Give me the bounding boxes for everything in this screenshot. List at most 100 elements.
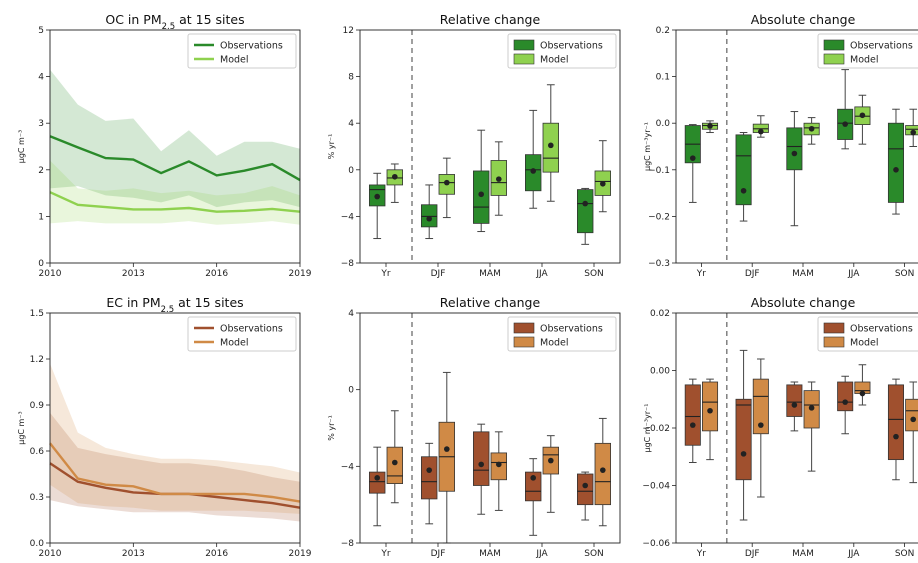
axes-frame — [49, 29, 301, 264]
y-tick-label: 0.9 — [30, 401, 45, 411]
box-iqr — [577, 473, 594, 506]
legend-swatch — [513, 53, 535, 65]
y-tick-label: 12 — [343, 26, 354, 36]
y-axis-label: % yr⁻¹ — [327, 415, 336, 441]
box-mean-marker — [910, 416, 917, 423]
legend-label: Model — [220, 338, 249, 349]
legend-swatch — [513, 39, 535, 51]
box-iqr — [887, 384, 904, 461]
y-axis-label: μgC m⁻³ — [17, 130, 26, 164]
y-tick-label: −8 — [341, 539, 355, 549]
series-line — [49, 135, 301, 182]
axes-frame — [675, 29, 918, 264]
x-tick-label: MAM — [792, 269, 814, 279]
legend-label: Observations — [220, 324, 283, 335]
legend-swatch — [823, 322, 845, 334]
box-mean-marker — [582, 200, 588, 207]
y-tick-label: −0.04 — [642, 482, 670, 492]
series-range-band — [50, 69, 300, 208]
box-mean-marker — [582, 482, 588, 489]
y-tick-label: 0.0 — [30, 539, 45, 549]
box-mean-marker — [842, 121, 848, 127]
box-mean-marker — [426, 467, 433, 473]
x-tick-label: DJF — [431, 269, 446, 279]
box-mean-marker — [808, 405, 815, 411]
x-tick-label: DJF — [745, 549, 760, 559]
box-mean-marker — [444, 446, 450, 452]
panel-ec-trend: EC in PM2.5 at 15 sites μgC m⁻³ 0.0 0.3 0.6 0… — [17, 295, 312, 559]
y-tick-label: 0.6 — [30, 447, 45, 457]
y-tick-label: −0.1 — [648, 166, 670, 176]
y-tick-label: 1.5 — [30, 309, 44, 319]
y-tick-label: −0.3 — [648, 259, 670, 269]
box-mean-marker — [791, 150, 798, 157]
legend-swatch — [823, 39, 845, 51]
box-mean-marker — [859, 112, 866, 119]
x-tick-label: Yr — [380, 549, 390, 559]
box-iqr — [702, 381, 719, 432]
box-mean-marker — [530, 475, 536, 481]
panel-oc-relative: Relative change % yr⁻¹ −8 −4 0 4 8 12 Yr DJF MAM JJ… — [327, 12, 621, 279]
y-axis-label: μgC m⁻³yr⁻¹ — [643, 122, 652, 171]
box-iqr — [684, 384, 701, 446]
y-tick-label: 0 — [348, 166, 354, 176]
y-tick-label: 0.2 — [656, 26, 670, 36]
box-mean-marker — [392, 459, 398, 466]
box-mean-marker — [859, 390, 866, 397]
x-tick-label: Yr — [380, 269, 390, 279]
legend-swatch — [513, 322, 535, 334]
box-mean-marker — [740, 187, 747, 194]
legend-label: Observations — [540, 324, 603, 335]
x-tick-label: JJA — [847, 269, 860, 279]
x-tick-label: SON — [895, 549, 915, 559]
box-iqr — [420, 204, 438, 228]
box-iqr — [752, 378, 769, 435]
x-tick-label: 2019 — [289, 549, 312, 559]
box-mean-marker — [496, 461, 502, 468]
box-iqr — [887, 122, 904, 203]
y-tick-label: −0.06 — [642, 539, 670, 549]
y-tick-label: 4 — [348, 119, 354, 129]
y-tick-label: −4 — [341, 212, 355, 222]
y-tick-label: 4 — [38, 73, 44, 83]
y-tick-label: −0.2 — [648, 212, 670, 222]
x-tick-label: JJA — [847, 549, 860, 559]
box-iqr — [594, 442, 612, 506]
box-mean-marker — [530, 168, 536, 174]
box-iqr — [786, 384, 803, 417]
y-tick-label: 0.1 — [656, 73, 670, 83]
panel-oc-trend: OC in PM2.5 at 15 sites μgC m⁻³ 0 1 2 3 4 5 2010… — [17, 12, 312, 279]
x-tick-label: MAM — [479, 269, 501, 279]
box-mean-marker — [374, 475, 381, 481]
box-mean-marker — [758, 422, 764, 428]
y-axis-label: μgC m⁻³yr⁻¹ — [643, 404, 652, 453]
box-iqr — [905, 398, 918, 432]
y-tick-label: 0.0 — [656, 119, 671, 129]
x-tick-label: SON — [584, 549, 604, 559]
box-mean-marker — [740, 451, 747, 457]
box-mean-marker — [444, 179, 450, 186]
box-iqr — [472, 431, 490, 486]
box-iqr — [472, 170, 490, 224]
box-mean-marker — [548, 142, 554, 149]
legend-swatch — [823, 336, 845, 348]
x-tick-label: JJA — [535, 549, 548, 559]
panel-title: Relative change — [440, 295, 541, 310]
panel-ec-relative: Relative change % yr⁻¹ −8 −4 0 4 Yr DJF MAM JJA SO… — [327, 295, 621, 559]
box-mean-marker — [893, 433, 899, 440]
box-mean-marker — [496, 176, 502, 182]
legend-box — [187, 33, 297, 69]
y-tick-label: 8 — [348, 73, 354, 83]
x-tick-label: DJF — [745, 269, 760, 279]
title-subscript: 2.5 — [162, 22, 176, 32]
y-tick-label: −0.02 — [642, 424, 670, 434]
box-iqr — [735, 134, 752, 206]
axes-frame — [49, 312, 301, 544]
legend-label: Model — [220, 55, 249, 66]
box-iqr — [577, 189, 594, 234]
panel-title: Absolute change — [751, 295, 856, 310]
box-iqr — [386, 446, 404, 484]
title-suffix: at 15 sites — [175, 12, 244, 27]
legend-label: Model — [850, 55, 879, 66]
panel-title: Relative change — [440, 12, 541, 27]
